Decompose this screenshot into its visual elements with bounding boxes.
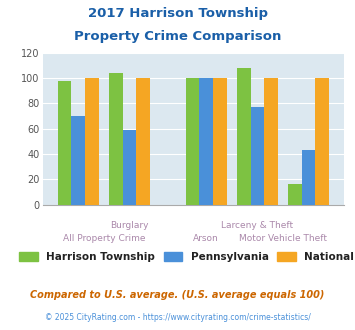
Bar: [109, 73, 122, 205]
Bar: [122, 130, 136, 205]
Bar: [302, 150, 316, 205]
Text: Arson: Arson: [193, 234, 219, 243]
Text: Larceny & Theft: Larceny & Theft: [222, 221, 294, 230]
Bar: [200, 78, 213, 205]
Bar: [251, 107, 264, 205]
Bar: [71, 116, 85, 205]
Bar: [288, 184, 302, 205]
Text: Burglary: Burglary: [110, 221, 149, 230]
Text: Compared to U.S. average. (U.S. average equals 100): Compared to U.S. average. (U.S. average …: [30, 290, 325, 300]
Bar: [264, 78, 278, 205]
Bar: [85, 78, 99, 205]
Text: Property Crime Comparison: Property Crime Comparison: [74, 30, 281, 43]
Text: © 2025 CityRating.com - https://www.cityrating.com/crime-statistics/: © 2025 CityRating.com - https://www.city…: [45, 314, 310, 322]
Bar: [237, 68, 251, 205]
Text: All Property Crime: All Property Crime: [63, 234, 145, 243]
Bar: [186, 78, 200, 205]
Legend: Harrison Township, Pennsylvania, National: Harrison Township, Pennsylvania, Nationa…: [20, 252, 354, 262]
Bar: [316, 78, 329, 205]
Bar: [213, 78, 227, 205]
Bar: [58, 81, 71, 205]
Text: Motor Vehicle Theft: Motor Vehicle Theft: [239, 234, 327, 243]
Text: 2017 Harrison Township: 2017 Harrison Township: [87, 7, 268, 19]
Bar: [136, 78, 150, 205]
